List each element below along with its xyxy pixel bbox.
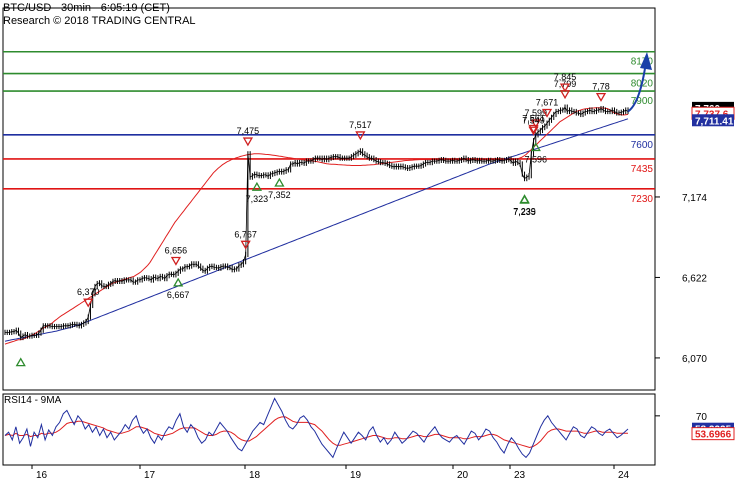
swing-high-marker — [528, 124, 539, 134]
swing-low-marker — [274, 177, 285, 187]
x-tick-label: 24 — [618, 470, 630, 480]
swing-high-marker — [528, 126, 539, 136]
rsi-title: RSI14 - 9MA — [4, 395, 62, 406]
level-label: 7600 — [631, 140, 654, 151]
level-label: 7230 — [631, 194, 654, 205]
swing-high-label: 7,845 — [554, 72, 577, 82]
x-tick-label: 23 — [514, 470, 526, 480]
price-tag: 7,711.41 — [695, 116, 734, 127]
swing-low-marker — [15, 357, 26, 367]
y-tick-label: 6,070 — [682, 354, 707, 365]
main-plot-frame — [2, 7, 656, 391]
swing-high-label: 7,599 — [525, 108, 548, 118]
swing-low-marker — [173, 277, 184, 287]
swing-low-marker — [530, 142, 541, 152]
level-label: 7900 — [631, 96, 654, 107]
rsi-line — [4, 397, 629, 459]
x-tick-label: 17 — [144, 470, 156, 480]
ma-slow-line — [4, 118, 629, 342]
swing-high-label: 7,549 — [522, 115, 545, 125]
swing-low-marker — [519, 194, 530, 204]
swing-high-marker — [595, 92, 607, 102]
swing-high-marker — [530, 119, 541, 129]
rsi-tick-label: 70 — [696, 412, 708, 423]
swing-low-label: 6,667 — [167, 290, 190, 300]
ma-fast-line — [4, 107, 629, 345]
price-tag-box — [692, 114, 734, 127]
swing-high-label: 7,671 — [536, 97, 559, 107]
swing-low-marker — [251, 181, 263, 191]
swing-high-marker — [355, 131, 366, 141]
swing-low-label: 7,235 — [513, 207, 536, 217]
swing-high-marker — [541, 108, 553, 118]
swing-high-marker — [242, 137, 254, 147]
rsi-tag-box — [691, 427, 735, 441]
rsi-ma-line — [4, 416, 628, 449]
swing-high-marker — [170, 256, 182, 266]
swing-high-label: 7,561 — [522, 114, 545, 124]
y-tick-label: 6,622 — [682, 273, 707, 284]
projection-arrow-head — [640, 51, 652, 70]
swing-high-label: 7,78 — [592, 82, 610, 92]
x-tick-label: 19 — [350, 470, 362, 480]
swing-low-label: 7,239 — [513, 206, 536, 216]
chart-header-title: BTC/USD - 30min - 6:05:19 (CET) — [3, 2, 170, 14]
level-label: 8170 — [631, 57, 654, 68]
rsi-tag: 53.6966 — [695, 430, 732, 441]
swing-high-label: 7,517 — [349, 120, 372, 130]
x-tick-label: 20 — [457, 470, 469, 480]
swing-high-marker — [83, 298, 94, 308]
swing-high-label: 6,656 — [165, 245, 188, 255]
swing-high-label: 6,767 — [234, 229, 257, 239]
rsi-plot-frame — [2, 393, 656, 466]
price-line — [5, 106, 629, 339]
swing-high-marker — [559, 83, 571, 93]
swing-high-label: 7,475 — [237, 126, 260, 136]
chart-header-copyright: Research © 2018 TRADING CENTRAL — [3, 15, 196, 27]
price-bars — [4, 104, 629, 341]
swing-high-label: 6,370 — [77, 287, 100, 297]
swing-high-marker — [240, 240, 251, 250]
level-label: 7435 — [631, 164, 654, 175]
swing-low-label: 7,596 — [525, 154, 548, 164]
x-tick-label: 16 — [36, 470, 48, 480]
y-tick-label: 7,174 — [682, 193, 707, 204]
swing-low-label: 7,323 — [246, 194, 269, 204]
swing-low-label: 7,352 — [268, 190, 291, 200]
x-tick-label: 18 — [249, 470, 261, 480]
